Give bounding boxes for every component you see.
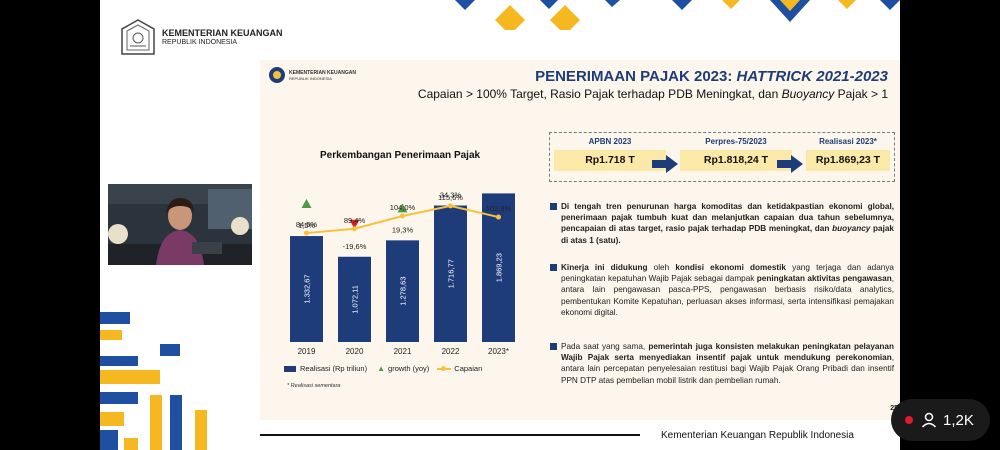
right-letterbox [900, 0, 1000, 450]
bar-value-label: 1.278,63 [399, 277, 408, 306]
legend-line-swatch [437, 365, 452, 371]
chart-bar [290, 236, 323, 342]
chart-bar [386, 240, 419, 342]
x-tick-label: 2022 [442, 347, 460, 356]
capaian-point [352, 226, 357, 232]
bar-value-label: 1.332,67 [303, 274, 312, 303]
growth-label: 1,5% [298, 221, 315, 230]
capaian-point [400, 213, 405, 219]
growth-down-marker [349, 219, 360, 229]
legend-growth-icon: ▲ [377, 364, 386, 373]
capaian-label: 102,8% [486, 204, 512, 213]
footer-text: Kementerian Keuangan Republik Indonesia [661, 430, 854, 441]
subtitle-pre: Capaian > 100% Target, Rasio Pajak terha… [417, 87, 782, 101]
chart-legend: Realisasi (Rp triliun) ▲ growth (yoy) Ca… [284, 364, 482, 373]
bullet-point-3: Pada saat yang sama, pemerintah juga kon… [550, 341, 894, 386]
stage-perpres: Perpres-75/2023 Rp1.818,24 T [680, 137, 792, 171]
x-tick-label: 2023* [488, 347, 509, 356]
right-arrow-icon [652, 155, 678, 173]
kemenkeu-logo: KEMENTERIAN KEUANGAN REPUBLIK INDONESIA [120, 19, 283, 55]
right-arrow-icon [777, 155, 803, 173]
chart-bar [434, 205, 467, 342]
bullet2-bold-3: peningkatan aktivitas pengawasan [756, 274, 892, 284]
presentation-slide: KEMENTERIAN KEUANGAN REPUBLIK INDONESIA … [260, 60, 900, 420]
chart-bar [338, 256, 371, 342]
capaian-label: 84,5% [296, 220, 318, 229]
org-name: KEMENTERIAN KEUANGAN [162, 27, 283, 38]
left-decoration [100, 312, 207, 450]
growth-label: -19,6% [343, 242, 367, 251]
slide-subtitle: Capaian > 100% Target, Rasio Pajak terha… [418, 87, 888, 101]
target-stages: APBN 2023 Rp1.718 T Perpres-75/2023 Rp1.… [549, 132, 895, 182]
growth-label: 34,3% [440, 192, 462, 200]
bullet3-bold: pemerintah juga konsisten melakukan peni… [561, 342, 894, 363]
capaian-label: 115,6% [438, 193, 463, 202]
stage-value: Rp1.869,23 T [806, 150, 890, 171]
capaian-point [304, 230, 309, 236]
bullet1-em: buoyancy [832, 224, 871, 234]
bullet2-bold-1: Kinerja ini didukung [561, 263, 648, 272]
legend-growth-label: growth (yoy) [388, 364, 430, 373]
title-emphasis: HATTRICK 2021-2023 [736, 68, 888, 85]
left-letterbox [0, 0, 100, 450]
legend-bar-label: Realisasi (Rp triliun) [300, 364, 368, 373]
bullet2-text-1: oleh [647, 263, 676, 272]
tax-revenue-chart: 1.332,67 2019 1,5%84,5% 1.072,11 2020 -19,6% 8… [290, 192, 515, 356]
growth-up-marker [397, 203, 408, 213]
stage-value: Rp1.818,24 T [680, 150, 792, 171]
capaian-point [496, 214, 501, 220]
bullet2-text-2: yang terjaga dan adanya peningkatan kepa… [561, 263, 894, 284]
stage-label: Realisasi 2023* [819, 137, 877, 146]
bar-value-label: 1.869,23 [495, 253, 504, 282]
slide-logo-sub: REPUBLIK INDONESIA [289, 75, 332, 81]
org-subtitle: REPUBLIK INDONESIA [162, 38, 238, 46]
bullet-point-2: Kinerja ini didukung oleh kondisi ekonom… [550, 262, 894, 318]
x-tick-label: 2020 [346, 347, 364, 356]
footer-divider [260, 434, 640, 436]
bullet3-text-1: Pada saat yang sama, [561, 342, 649, 351]
stage-label: Perpres-75/2023 [705, 137, 767, 146]
capaian-label: 104,0% [390, 203, 416, 212]
live-viewer-count[interactable]: 1,2K [891, 399, 990, 441]
slide-logo-name: KEMENTERIAN KEUANGAN [289, 69, 356, 76]
legend-line-label: Capaian [454, 364, 483, 373]
x-tick-label: 2019 [298, 347, 316, 356]
kemenkeu-emblem-icon [269, 67, 285, 83]
bullet-square-icon [550, 343, 557, 350]
bullet-square-icon [550, 264, 557, 271]
slide-title: PENERIMAAN PAJAK 2023: HATTRICK 2021-202… [535, 68, 888, 85]
bar-value-label: 1.716,77 [447, 259, 456, 288]
bullet1-bold-end: pajak di atas 1 (satu). [561, 224, 894, 245]
slide-logo: KEMENTERIAN KEUANGAN REPUBLIK INDONESIA [268, 66, 356, 84]
garuda-emblem-icon [121, 19, 155, 55]
chart-title: Perkembangan Penerimaan Pajak [320, 150, 481, 161]
stage-label: APBN 2023 [588, 137, 632, 146]
subtitle-post: Pajak > 1 [834, 87, 888, 101]
bullet1-bold: Di tengah tren penurunan harga komoditas… [561, 202, 894, 234]
capaian-label: 89,4% [344, 216, 366, 225]
x-tick-label: 2021 [394, 347, 412, 356]
growth-up-marker [301, 199, 312, 209]
bullet-point-1: Di tengah tren penurunan harga komoditas… [550, 201, 894, 246]
growth-label: 19,3% [392, 225, 414, 234]
stage-value: Rp1.718 T [554, 150, 666, 171]
viewer-count: 1,2K [943, 411, 974, 429]
top-decoration [455, 0, 900, 30]
chart-footnote: * Realisasi sementara [287, 383, 341, 389]
capaian-point [448, 203, 453, 209]
bullet2-bold-2: kondisi ekonomi domestik [675, 263, 786, 272]
bullet-square-icon [550, 203, 557, 210]
bullet2-text-3: , antara lain pengawasan pasca-PPS, peng… [561, 274, 894, 317]
title-prefix: PENERIMAAN PAJAK 2023: [535, 68, 737, 85]
stage-apbn: APBN 2023 Rp1.718 T [554, 137, 666, 171]
person-icon [921, 412, 937, 428]
speaker-video-feed[interactable] [108, 184, 252, 265]
subtitle-em: Buoyancy [781, 87, 835, 101]
bar-value-label: 1.072,11 [351, 285, 360, 314]
legend-bar-swatch [284, 365, 296, 372]
stage-realisasi: Realisasi 2023* Rp1.869,23 T [806, 137, 890, 171]
live-dot-icon [905, 416, 913, 424]
bullet3-text-2: , antara lain percepatan penyelesaian re… [561, 353, 894, 385]
